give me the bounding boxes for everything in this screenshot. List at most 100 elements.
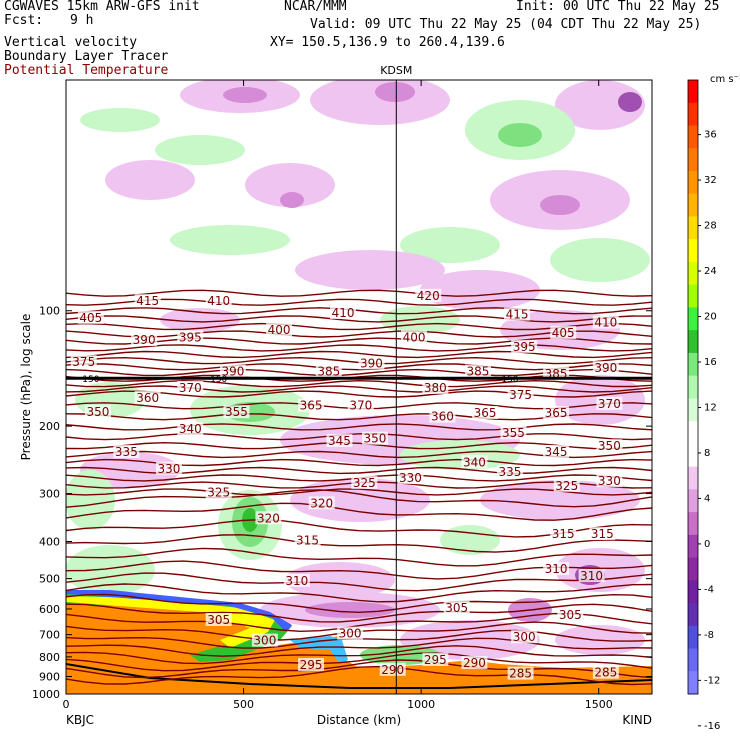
theta-label-bg (415, 288, 442, 302)
downdraft-region (310, 80, 450, 125)
y-tick-label: 900 (39, 670, 60, 683)
theta-label: 370 (598, 397, 621, 411)
theta-label-bg (507, 388, 534, 402)
theta-label-bg (401, 330, 428, 344)
potential-temperature-labels: 415 410 420 405 410 415 390 395 400 400 395 405 410 3… (70, 288, 623, 681)
updraft-region (170, 225, 290, 255)
theta-label-bg (223, 405, 250, 419)
theta-label-bg (511, 339, 538, 353)
station-right-label: KIND (622, 713, 652, 727)
theta-label: 305 (207, 613, 230, 627)
theta-contour (66, 652, 652, 672)
theta-label: 300 (253, 634, 276, 648)
theta-contour (66, 572, 652, 592)
potential-temperature-contours (66, 289, 652, 686)
theta-label: 410 (207, 294, 230, 308)
theta-label: 365 (300, 399, 323, 413)
theta-label: 395 (513, 340, 536, 354)
theta-label-bg (429, 409, 456, 423)
theta-label-bg (283, 573, 310, 587)
theta-label: 400 (403, 330, 426, 344)
theta-label-bg (596, 396, 623, 410)
station-kdsm-label: KDSM (380, 64, 412, 77)
downdraft-core (305, 602, 395, 618)
colorbar-swatch (688, 512, 698, 536)
downdraft-core (540, 195, 580, 215)
y-axis-label: Pressure (hPa), log scale (19, 314, 33, 461)
y-tick-label: 600 (39, 603, 60, 616)
theta-label: 320 (310, 496, 333, 510)
colorbar-swatch (688, 489, 698, 513)
theta-label: 375 (72, 355, 95, 369)
theta-label: 340 (179, 422, 202, 436)
org-label: NCAR/MMM (284, 0, 347, 14)
theta-label-bg (113, 444, 140, 458)
downdraft-region (105, 160, 195, 200)
theta-label: 370 (349, 399, 372, 413)
theta-label: 350 (87, 405, 110, 419)
colorbar-swatch (688, 170, 698, 195)
colorbar-unit: cm s⁻¹ (710, 74, 740, 85)
colorbar-swatch (688, 466, 698, 490)
theta-label-bg (155, 461, 182, 475)
downdraft-core (223, 87, 267, 103)
downdraft-region (480, 480, 640, 520)
x-tick-label: 0 (63, 698, 70, 711)
colorbar-swatch (688, 603, 698, 627)
updraft-region (66, 470, 115, 530)
theta-label-bg (507, 666, 534, 680)
theta-label-bg (422, 652, 449, 666)
colorbar-swatch (688, 534, 698, 559)
theta-label: 320 (257, 511, 280, 525)
theta-label: 310 (545, 562, 568, 576)
theta-contour (66, 390, 652, 398)
theta-label: 330 (399, 471, 422, 485)
station-left-label: KBJC (66, 713, 94, 727)
tropopause-label: 150 (82, 375, 99, 385)
theta-contour (66, 659, 652, 679)
theta-label: 390 (594, 361, 617, 375)
y-tick-label: 200 (39, 420, 60, 433)
theta-label: 355 (502, 426, 525, 440)
theta-label-bg (596, 474, 623, 488)
theta-label-bg (596, 439, 623, 453)
colorbar-tick-label: 16 (704, 357, 717, 368)
theta-contour (66, 433, 652, 441)
colorbar-tick-label: -16 (704, 721, 720, 732)
colorbar-swatch (688, 443, 698, 468)
x-tick-label: 500 (233, 698, 254, 711)
colorbar-swatch (688, 216, 698, 240)
theta-label-bg (578, 568, 605, 582)
theta-label: 335 (498, 465, 521, 479)
theta-contour (66, 593, 652, 614)
downdraft-core (618, 92, 642, 112)
theta-contour (66, 289, 652, 297)
colorbar-tick-label: 8 (704, 448, 710, 459)
theta-label: 335 (115, 445, 138, 459)
theta-label-bg (251, 633, 278, 647)
updraft-region (550, 238, 650, 282)
theta-label-bg (358, 356, 385, 370)
theta-label-bg (205, 485, 232, 499)
theta-label-bg (298, 657, 325, 671)
theta-label-bg (464, 364, 491, 378)
colorbar-tick-label: -4 (704, 584, 714, 595)
colorbar-swatch (688, 421, 698, 445)
theta-label: 410 (332, 306, 355, 320)
theta-label-bg (504, 307, 531, 321)
tracer-edge-yellow (66, 596, 275, 648)
theta-label-bg (347, 398, 374, 412)
theta-label-bg (550, 326, 577, 340)
colorbar-swatch (688, 284, 698, 308)
x-axis: 0 500 1000 1500 (63, 80, 613, 711)
theta-label: 315 (591, 527, 614, 541)
theta-label: 365 (474, 406, 497, 420)
theta-contour (66, 350, 652, 359)
theta-contour (66, 603, 652, 623)
theta-label-bg (294, 533, 321, 547)
theta-contour (66, 637, 652, 657)
colorbar-tick-label: 28 (704, 221, 717, 232)
theta-label: 325 (555, 479, 578, 493)
colorbar-tick-label: 20 (704, 312, 717, 323)
theta-label-bg (592, 665, 619, 679)
